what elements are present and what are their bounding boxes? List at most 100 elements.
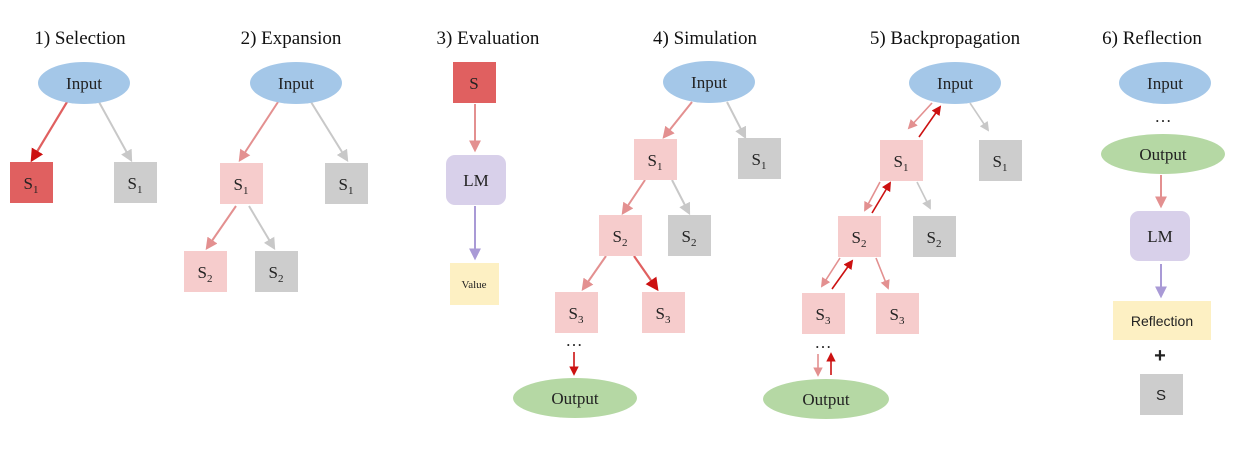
- node-input: [1119, 62, 1211, 104]
- arrow-gray: [98, 101, 133, 163]
- node-label: S2: [682, 227, 697, 249]
- node-label: S2: [927, 228, 942, 250]
- node-s: [1140, 374, 1183, 415]
- arrow-gray: [671, 179, 691, 216]
- node-lm-label: LM: [1147, 227, 1173, 246]
- arrow-pink: [205, 205, 237, 250]
- node-s1: [634, 139, 677, 180]
- arrow-pink: [907, 102, 933, 130]
- panel-reflection: Input … Output LM Reflection + S: [1101, 62, 1225, 415]
- node-label: S1: [234, 175, 249, 197]
- arrow-pink: [875, 257, 890, 290]
- panel-title-expansion: 2) Expansion: [241, 28, 342, 49]
- node-label: S3: [569, 304, 584, 326]
- node-s1-selected: [10, 162, 53, 203]
- node-label: S1: [339, 175, 354, 197]
- arrow-pink: [662, 101, 693, 139]
- panel-title-reflection: 6) Reflection: [1102, 28, 1202, 49]
- node-label: S: [1156, 387, 1166, 404]
- panel-title-evaluation: 3) Evaluation: [437, 28, 540, 49]
- node-output-label: Output: [551, 389, 599, 408]
- node-label: S1: [648, 151, 663, 173]
- arrow-gray: [310, 101, 349, 163]
- node-s2: [913, 216, 956, 257]
- node-input: [250, 62, 342, 104]
- node-label: S1: [993, 152, 1008, 174]
- panel-selection: Input S1 S1: [10, 62, 157, 203]
- node-output: [1101, 134, 1225, 174]
- node-value: [450, 263, 499, 305]
- node-s1: [325, 163, 368, 204]
- panel-title-backpropagation: 5) Backpropagation: [870, 28, 1021, 49]
- arrow-red: [633, 255, 659, 292]
- node-label: S3: [656, 304, 671, 326]
- arrow-gray: [248, 205, 276, 251]
- node-s2: [668, 215, 711, 256]
- node-input: [663, 61, 755, 103]
- arrow-pink: [238, 101, 279, 163]
- ellipsis: …: [815, 333, 832, 352]
- arrow-pink: [621, 179, 646, 215]
- node-s2: [255, 251, 298, 292]
- panel-simulation: Input S1 S1 S2 S2 S3 S3 … Output: [513, 61, 781, 418]
- panel-title-selection: 1) Selection: [34, 28, 126, 49]
- node-s3: [555, 292, 598, 333]
- node-lm: [1130, 211, 1190, 261]
- arrow-pink: [581, 255, 607, 291]
- node-s1: [738, 138, 781, 179]
- node-output: [763, 379, 889, 419]
- panel-title-simulation: 4) Simulation: [653, 28, 757, 49]
- node-s: [453, 62, 496, 103]
- node-label: S2: [613, 227, 628, 249]
- node-output: [513, 378, 637, 418]
- node-output-label: Output: [1139, 145, 1187, 164]
- node-value-label: Value: [461, 279, 486, 291]
- node-label: S3: [890, 305, 905, 327]
- node-s3: [642, 292, 685, 333]
- node-s3: [876, 293, 919, 334]
- node-label: S2: [269, 263, 284, 285]
- node-input-label: Input: [1147, 74, 1183, 93]
- panel-backpropagation: Input S1 S1 S2 S2 S3 S3 … Output: [763, 62, 1022, 419]
- node-label: S: [469, 74, 478, 93]
- arrow-select: [30, 101, 68, 163]
- node-label: S1: [128, 174, 143, 196]
- node-label: S1: [752, 150, 767, 172]
- node-input-label: Input: [691, 73, 727, 92]
- ellipsis: …: [566, 331, 583, 350]
- node-input-label: Input: [937, 74, 973, 93]
- node-s1: [979, 140, 1022, 181]
- panel-expansion: Input S1 S1 S2 S2: [184, 62, 368, 292]
- node-label: S2: [198, 263, 213, 285]
- arrow-red: [871, 181, 891, 214]
- arrow-gray: [969, 102, 990, 132]
- arrow-red: [918, 105, 942, 138]
- node-input: [38, 62, 130, 104]
- arrow-red: [831, 259, 854, 290]
- node-label: S1: [24, 174, 39, 196]
- node-label: S3: [816, 305, 831, 327]
- node-reflection-label: Reflection: [1131, 313, 1193, 329]
- plus-sign: +: [1154, 345, 1166, 367]
- node-output-label: Output: [802, 390, 850, 409]
- node-input-label: Input: [66, 74, 102, 93]
- node-s3: [802, 293, 845, 334]
- node-s2: [599, 215, 642, 256]
- arrow-pink: [820, 257, 841, 288]
- arrow-gray: [726, 101, 747, 140]
- ellipsis: …: [1155, 107, 1172, 126]
- node-lm-label: LM: [463, 171, 489, 190]
- node-s1: [114, 162, 157, 203]
- panel-evaluation: S LM Value: [446, 62, 506, 305]
- node-input: [909, 62, 1001, 104]
- node-s2: [838, 216, 881, 257]
- arrow-pink: [864, 181, 881, 212]
- node-s2: [184, 251, 227, 292]
- node-s1: [220, 163, 263, 204]
- node-input-label: Input: [278, 74, 314, 93]
- node-label: S1: [894, 152, 909, 174]
- arrow-gray: [916, 181, 931, 210]
- node-reflection: [1113, 301, 1211, 340]
- node-label: S2: [852, 228, 867, 250]
